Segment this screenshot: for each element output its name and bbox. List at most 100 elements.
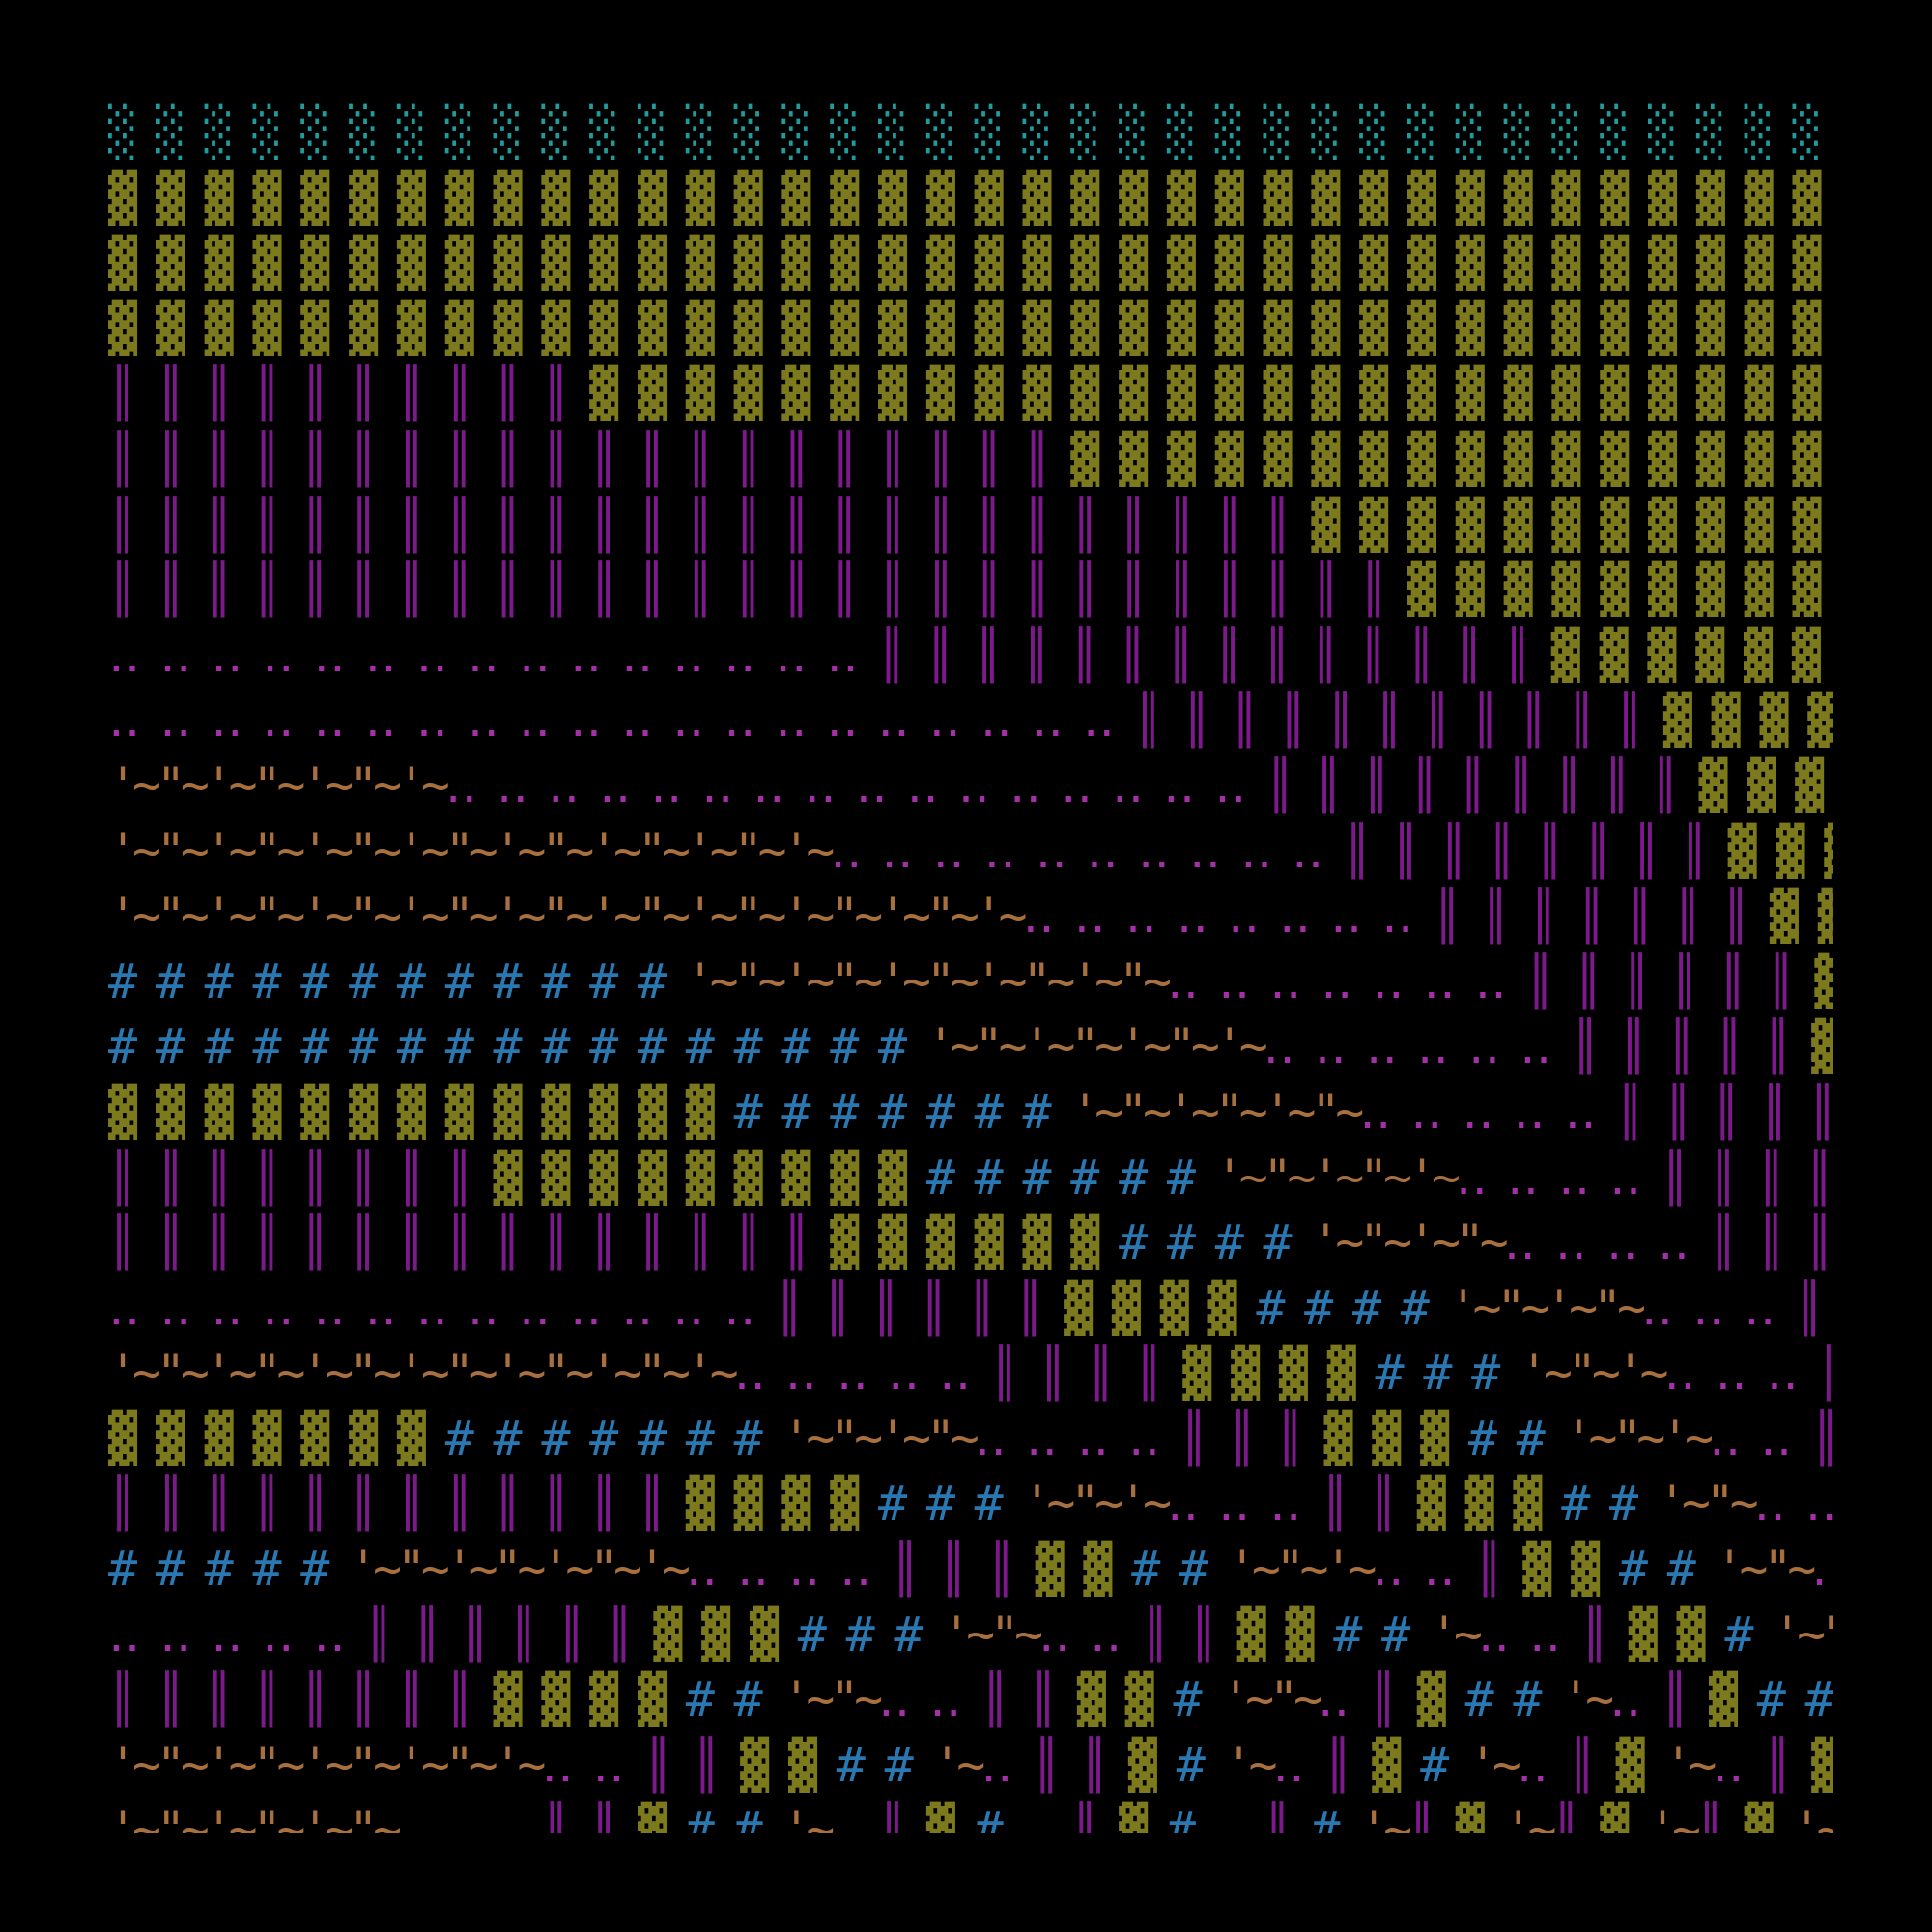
- glyph: [1781, 1475, 1805, 1531]
- glyph: [132, 365, 156, 421]
- glyph: ‥: [1372, 952, 1404, 1009]
- glyph: [1432, 497, 1456, 553]
- glyph: ': [781, 952, 810, 1009]
- glyph: ║: [1807, 1083, 1833, 1140]
- glyph: ‥: [211, 626, 242, 683]
- glyph: ▓: [108, 299, 137, 356]
- glyph: ': [204, 1345, 234, 1402]
- glyph: [341, 692, 365, 748]
- glyph: [1383, 561, 1407, 617]
- glyph: ║: [252, 365, 281, 422]
- glyph: ▓: [1600, 430, 1629, 487]
- glyph: ~: [1685, 1409, 1714, 1466]
- glyph: [1672, 300, 1696, 356]
- glyph: [710, 1214, 734, 1270]
- glyph: ‥: [784, 1345, 817, 1402]
- glyph: ‥: [1076, 1409, 1109, 1466]
- glyph: ~: [1190, 1083, 1220, 1140]
- glyph: ║: [1214, 561, 1244, 618]
- glyph: ‥: [1269, 1475, 1301, 1532]
- glyph: ‥: [1217, 1475, 1250, 1532]
- glyph: ~: [998, 952, 1028, 1009]
- glyph: [902, 104, 926, 160]
- glyph: ~: [1729, 1475, 1759, 1532]
- glyph: ~: [1094, 1083, 1123, 1140]
- glyph: ░: [493, 104, 523, 160]
- glyph: [373, 235, 397, 291]
- glyph: #: [1724, 1605, 1753, 1662]
- glyph: [1348, 1737, 1372, 1793]
- glyph: [1008, 1737, 1032, 1793]
- glyph: ▓: [493, 299, 523, 356]
- glyph: [1736, 1410, 1760, 1466]
- glyph: [1432, 1802, 1456, 1833]
- glyph: ║: [986, 1541, 1016, 1598]
- glyph: [276, 1475, 300, 1531]
- glyph: ▓: [1600, 365, 1629, 422]
- glyph: [1303, 1345, 1327, 1401]
- glyph: [1537, 1475, 1561, 1531]
- glyph: ': [1715, 1541, 1745, 1598]
- glyph: [710, 1802, 734, 1833]
- glyph: [1143, 1150, 1167, 1206]
- glyph: ║: [925, 430, 955, 487]
- glyph: ▓: [1600, 235, 1629, 292]
- glyph: ▓: [1695, 299, 1725, 356]
- glyph: [1053, 1671, 1077, 1727]
- glyph: ║: [1804, 1149, 1833, 1206]
- glyph: [421, 561, 445, 617]
- glyph: [613, 431, 638, 487]
- glyph: ": [349, 1736, 378, 1793]
- glyph: [1576, 497, 1600, 553]
- glyph: #: [1513, 1671, 1542, 1728]
- glyph: ▓: [1119, 1802, 1148, 1833]
- glyph: [1672, 235, 1696, 291]
- glyph: [1527, 235, 1551, 291]
- glyph: [902, 497, 926, 553]
- glyph: ║: [1715, 1018, 1745, 1075]
- glyph: ▓: [1792, 235, 1821, 292]
- glyph: ║: [589, 430, 618, 487]
- glyph: ║: [541, 430, 570, 487]
- glyph: ░: [1551, 104, 1580, 160]
- glyph: ▓: [1326, 1345, 1356, 1402]
- glyph: [181, 1084, 205, 1140]
- glyph: #: [1214, 1214, 1244, 1271]
- glyph: ║: [1022, 561, 1051, 618]
- glyph: ▓: [1359, 299, 1388, 356]
- glyph: ▓: [1359, 365, 1388, 422]
- glyph: [1367, 823, 1391, 879]
- glyph: ‥: [980, 692, 1012, 749]
- glyph: ~: [998, 1018, 1028, 1075]
- glyph: ': [1227, 1541, 1257, 1598]
- glyph: ║: [444, 1671, 474, 1728]
- glyph: [135, 692, 159, 748]
- glyph: ': [1263, 1083, 1293, 1140]
- glyph: [517, 365, 541, 421]
- glyph: ': [300, 1736, 329, 1793]
- glyph: [565, 365, 589, 421]
- glyph: ‥: [262, 626, 294, 683]
- glyph: ': [1311, 1214, 1340, 1271]
- glyph: [1046, 561, 1070, 617]
- glyph: [1184, 1280, 1208, 1336]
- glyph: ▓: [925, 365, 955, 422]
- glyph: [565, 104, 589, 160]
- glyph: ‥: [1760, 1409, 1792, 1466]
- glyph: [1194, 1475, 1218, 1531]
- glyph: ║: [1343, 822, 1372, 879]
- glyph: [613, 300, 638, 356]
- glyph: [443, 627, 468, 683]
- glyph: ‥: [598, 756, 631, 813]
- glyph: #: [1756, 1671, 1786, 1728]
- glyph: ░: [1022, 104, 1051, 160]
- glyph: ║: [1804, 1214, 1833, 1271]
- glyph: [662, 365, 686, 421]
- glyph: ║: [349, 1149, 378, 1206]
- glyph: ~: [1142, 1083, 1172, 1140]
- glyph: ': [685, 822, 715, 879]
- glyph: [1781, 1671, 1805, 1727]
- glyph: #: [396, 952, 426, 1009]
- glyph: ": [830, 952, 859, 1009]
- glyph: [1239, 431, 1264, 487]
